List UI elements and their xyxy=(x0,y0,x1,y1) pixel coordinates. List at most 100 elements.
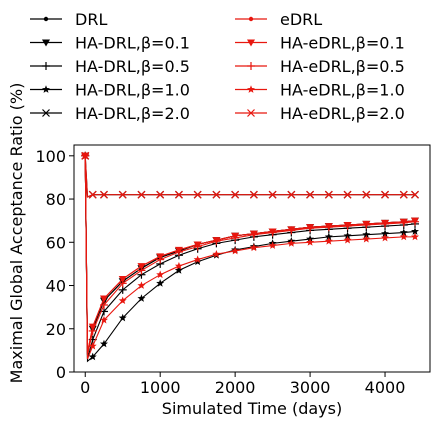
series-8-point-6 xyxy=(156,270,165,279)
x-axis-label: Simulated Time (days) xyxy=(162,399,342,418)
series-4 xyxy=(81,151,419,199)
series-7-point-2 xyxy=(88,326,97,335)
legend-marker-4 xyxy=(42,109,50,117)
x-tick-label-4: 4000 xyxy=(365,378,406,397)
series-9-point-9 xyxy=(212,190,221,199)
series-5 xyxy=(83,153,418,353)
series-3-point-5 xyxy=(137,294,146,302)
series-9-point-16 xyxy=(343,190,352,199)
legend-label-4: HA-DRL,β=2.0 xyxy=(75,104,190,123)
y-tick-label-0: 0 xyxy=(56,363,66,382)
series-3-point-16 xyxy=(343,231,352,240)
series-9-point-17 xyxy=(362,190,371,199)
series-3-point-18 xyxy=(381,229,390,238)
series-8-point-18 xyxy=(381,233,390,242)
series-9-point-0 xyxy=(81,151,90,160)
series-9-point-12 xyxy=(268,190,277,199)
series-9-point-3 xyxy=(100,190,108,199)
series-line-9 xyxy=(84,155,416,198)
series-3-point-2 xyxy=(88,352,97,361)
series-3-point-15 xyxy=(324,232,333,241)
series-7-point-12 xyxy=(268,228,277,237)
series-line-2 xyxy=(84,155,416,360)
x-tick-label-0: 0 xyxy=(80,378,90,397)
series-3-point-20 xyxy=(411,227,419,235)
y-tick-label-2: 40 xyxy=(46,277,66,296)
series-8-point-15 xyxy=(324,237,333,245)
legend-marker-2 xyxy=(42,62,50,70)
series-8-point-19 xyxy=(399,232,408,241)
series-8-point-11 xyxy=(249,243,258,252)
series-8-point-20 xyxy=(411,232,419,241)
y-axis-label: Maximal Global Acceptance Ratio (%) xyxy=(7,83,26,384)
x-tick-label-1: 1000 xyxy=(140,378,181,397)
series-2 xyxy=(81,151,420,360)
series-line-3 xyxy=(84,155,416,363)
series-line-7 xyxy=(84,155,416,355)
series-7-point-6 xyxy=(156,255,165,264)
legend-marker-1 xyxy=(42,39,50,47)
legend: DRL HA-DRL,β=0.1 HA-DRL,β=0.5 HA-DRL,β=1.0 H… xyxy=(30,10,405,123)
series-7-point-7 xyxy=(174,248,183,257)
plot-frame xyxy=(73,144,431,373)
series-9-point-11 xyxy=(249,190,258,199)
legend-marker-9 xyxy=(247,109,255,117)
series-3-point-6 xyxy=(156,279,165,287)
series-8-point-13 xyxy=(287,239,296,247)
legend-item-2: HA-DRL,β=0.5 xyxy=(30,57,190,76)
legend-item-5: eDRL xyxy=(235,10,322,29)
legend-marker-7 xyxy=(247,62,255,70)
series-7-point-10 xyxy=(231,233,240,242)
legend-label-6: HA-eDRL,β=0.1 xyxy=(280,34,405,53)
series-0 xyxy=(83,153,418,355)
y-tick-label-5: 100 xyxy=(35,147,66,166)
series-8-point-14 xyxy=(306,238,315,246)
x-axis: 0 1000 2000 3000 4000 xyxy=(80,372,405,397)
series-3-point-3 xyxy=(99,339,108,348)
legend-item-1: HA-DRL,β=0.1 xyxy=(30,34,190,53)
series-9-point-19 xyxy=(399,190,408,199)
series-7-point-3 xyxy=(99,300,108,309)
legend-item-8: HA-eDRL,β=1.0 xyxy=(235,81,405,100)
series-9-point-5 xyxy=(137,190,146,199)
series-9-point-20 xyxy=(411,190,419,199)
series-8-point-3 xyxy=(99,315,108,324)
series-8-point-16 xyxy=(343,235,352,244)
series-7-point-17 xyxy=(362,220,371,229)
legend-label-7: HA-eDRL,β=0.5 xyxy=(280,57,405,76)
series-9-point-15 xyxy=(324,190,333,199)
series-line-4 xyxy=(84,155,416,198)
series-line-8 xyxy=(84,155,416,360)
series-3-point-7 xyxy=(174,266,183,274)
x-tick-label-3: 3000 xyxy=(290,378,331,397)
series-7-point-14 xyxy=(306,224,315,233)
legend-label-2: HA-DRL,β=0.5 xyxy=(75,57,190,76)
legend-label-9: HA-eDRL,β=2.0 xyxy=(280,104,405,123)
legend-label-1: HA-DRL,β=0.1 xyxy=(75,34,190,53)
series-9-point-8 xyxy=(193,190,202,199)
series-9-point-18 xyxy=(381,190,389,199)
series-9-point-14 xyxy=(306,190,315,199)
legend-item-9: HA-eDRL,β=2.0 xyxy=(235,104,405,123)
series-9-point-7 xyxy=(175,190,183,199)
legend-label-3: HA-DRL,β=1.0 xyxy=(75,81,190,100)
legend-marker-5 xyxy=(248,16,254,22)
series-3 xyxy=(81,151,419,363)
series-8-point-2 xyxy=(88,341,97,350)
legend-item-0: DRL xyxy=(30,10,107,29)
legend-item-4: HA-DRL,β=2.0 xyxy=(30,104,190,123)
series-8 xyxy=(81,151,419,360)
series-9 xyxy=(81,151,419,199)
series-7-point-4 xyxy=(118,279,127,288)
y-tick-label-1: 20 xyxy=(46,320,66,339)
series-7-point-19 xyxy=(399,218,408,227)
series-6-point-3 xyxy=(99,295,108,303)
y-tick-label-3: 60 xyxy=(46,233,66,252)
legend-label-8: HA-eDRL,β=1.0 xyxy=(280,81,405,100)
legend-item-7: HA-eDRL,β=0.5 xyxy=(235,57,405,76)
series-layer xyxy=(81,151,420,363)
y-axis: 0 20 40 60 80 100 xyxy=(35,147,74,382)
series-9-point-2 xyxy=(88,190,97,199)
series-8-point-8 xyxy=(193,255,202,263)
series-9-point-10 xyxy=(231,190,240,199)
